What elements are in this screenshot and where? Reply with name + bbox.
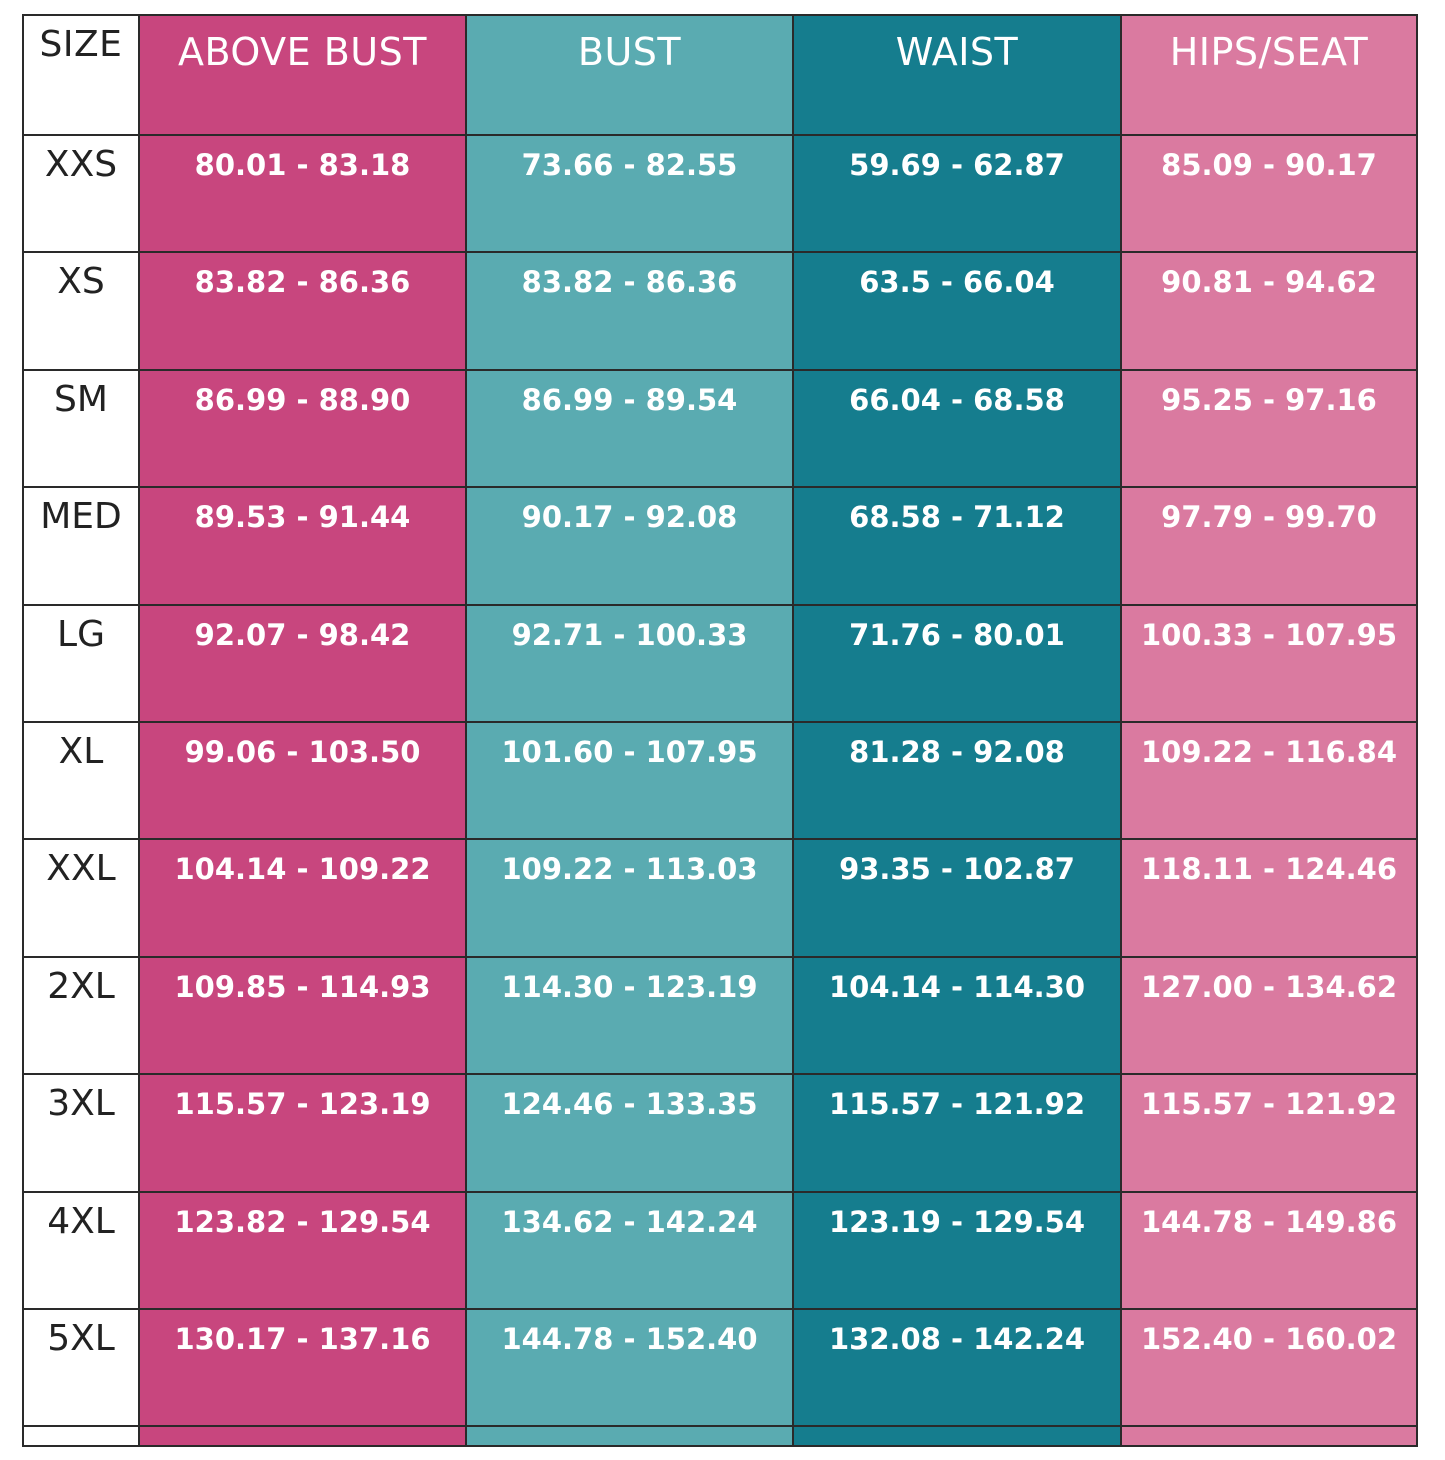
- bust-cell: 114.30 - 123.19: [465, 955, 794, 1076]
- above-bust-cell: 80.01 - 83.18: [138, 134, 467, 254]
- waist-header: WAIST: [792, 14, 1122, 136]
- size-cell: XXL: [22, 838, 140, 958]
- row-stub: [138, 1425, 467, 1448]
- above-bust-cell: 89.53 - 91.44: [138, 486, 467, 606]
- size-cell: SM: [22, 368, 140, 489]
- size-cell: 3XL: [22, 1073, 140, 1193]
- waist-cell: 66.04 - 68.58: [792, 368, 1122, 489]
- size-cell: 5XL: [22, 1308, 140, 1428]
- waist-cell: 123.19 - 129.54: [792, 1190, 1122, 1310]
- row-stub: [1120, 1425, 1418, 1448]
- above-bust-cell: 99.06 - 103.50: [138, 721, 467, 841]
- row-stub: [22, 1425, 140, 1448]
- size-header: SIZE: [22, 14, 140, 136]
- bust-cell: 144.78 - 152.40: [465, 1308, 794, 1428]
- above-bust-cell: 115.57 - 123.19: [138, 1073, 467, 1193]
- bust-cell: 83.82 - 86.36: [465, 251, 794, 371]
- hips-seat-cell: 127.00 - 134.62: [1120, 955, 1418, 1076]
- hips-seat-header: HIPS/SEAT: [1120, 14, 1418, 136]
- waist-cell: 68.58 - 71.12: [792, 486, 1122, 606]
- waist-cell: 115.57 - 121.92: [792, 1073, 1122, 1193]
- waist-cell: 132.08 - 142.24: [792, 1308, 1122, 1428]
- hips-seat-cell: 97.79 - 99.70: [1120, 486, 1418, 606]
- row-stub: [465, 1425, 794, 1448]
- hips-seat-cell: 85.09 - 90.17: [1120, 134, 1418, 254]
- bust-cell: 101.60 - 107.95: [465, 721, 794, 841]
- size-cell: XS: [22, 251, 140, 371]
- bust-cell: 92.71 - 100.33: [465, 603, 794, 723]
- bust-header: BUST: [465, 14, 794, 136]
- bust-cell: 73.66 - 82.55: [465, 134, 794, 254]
- waist-cell: 71.76 - 80.01: [792, 603, 1122, 723]
- hips-seat-cell: 109.22 - 116.84: [1120, 721, 1418, 841]
- size-cell: MED: [22, 486, 140, 606]
- above-bust-cell: 104.14 - 109.22: [138, 838, 467, 958]
- above-bust-cell: 83.82 - 86.36: [138, 251, 467, 371]
- size-cell: XXS: [22, 134, 140, 254]
- row-stub: [792, 1425, 1122, 1448]
- hips-seat-cell: 118.11 - 124.46: [1120, 838, 1418, 958]
- bust-cell: 109.22 - 113.03: [465, 838, 794, 958]
- waist-cell: 104.14 - 114.30: [792, 955, 1122, 1076]
- hips-seat-cell: 115.57 - 121.92: [1120, 1073, 1418, 1193]
- size-cell: LG: [22, 603, 140, 723]
- above-bust-cell: 130.17 - 137.16: [138, 1308, 467, 1428]
- above-bust-header: ABOVE BUST: [138, 14, 467, 136]
- waist-cell: 93.35 - 102.87: [792, 838, 1122, 958]
- hips-seat-cell: 152.40 - 160.02: [1120, 1308, 1418, 1428]
- bust-cell: 90.17 - 92.08: [465, 486, 794, 606]
- above-bust-cell: 86.99 - 88.90: [138, 368, 467, 489]
- hips-seat-cell: 144.78 - 149.86: [1120, 1190, 1418, 1310]
- bust-cell: 86.99 - 89.54: [465, 368, 794, 489]
- size-cell: XL: [22, 721, 140, 841]
- size-cell: 2XL: [22, 955, 140, 1076]
- above-bust-cell: 123.82 - 129.54: [138, 1190, 467, 1310]
- bust-cell: 134.62 - 142.24: [465, 1190, 794, 1310]
- waist-cell: 63.5 - 66.04: [792, 251, 1122, 371]
- bust-cell: 124.46 - 133.35: [465, 1073, 794, 1193]
- waist-cell: 59.69 - 62.87: [792, 134, 1122, 254]
- hips-seat-cell: 100.33 - 107.95: [1120, 603, 1418, 723]
- size-cell: 4XL: [22, 1190, 140, 1310]
- hips-seat-cell: 90.81 - 94.62: [1120, 251, 1418, 371]
- above-bust-cell: 92.07 - 98.42: [138, 603, 467, 723]
- above-bust-cell: 109.85 - 114.93: [138, 955, 467, 1076]
- waist-cell: 81.28 - 92.08: [792, 721, 1122, 841]
- hips-seat-cell: 95.25 - 97.16: [1120, 368, 1418, 489]
